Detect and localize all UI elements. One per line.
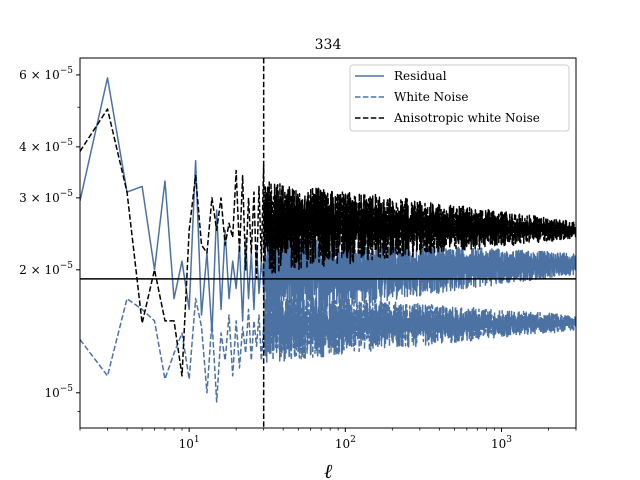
x-tick-label: 101 (179, 435, 200, 451)
series-line-anisotropic-white-noise (80, 108, 576, 377)
chart-title: 334 (315, 37, 342, 53)
y-axis: 10−5 2 × 10−5 3 × 10−5 4 × 10−5 6 × 10−5 (19, 66, 80, 412)
y-tick-label: 10−5 (44, 384, 73, 400)
legend-label: Residual (394, 69, 447, 83)
legend-box (349, 64, 570, 132)
x-axis-label: ℓ (324, 459, 333, 480)
x-tick-label: 103 (491, 435, 512, 451)
plot-frame (79, 57, 577, 429)
legend-label: White Noise (394, 90, 468, 104)
series-layer (80, 77, 576, 403)
series-line-white-noise (80, 293, 576, 403)
x-tick-label: 102 (335, 435, 356, 451)
reference-lines (80, 58, 576, 428)
series-line-residual (80, 77, 576, 334)
y-tick-label: 6 × 10−5 (19, 66, 73, 82)
y-tick-label: 4 × 10−5 (19, 138, 73, 154)
legend-label: Anisotropic white Noise (393, 111, 540, 125)
legend: Residual White Noise Anisotropic white Noi… (349, 64, 570, 132)
x-axis: 101 102 103 (79, 428, 577, 451)
y-tick-label: 3 × 10−5 (19, 189, 73, 205)
y-tick-label: 2 × 10−5 (19, 261, 73, 277)
